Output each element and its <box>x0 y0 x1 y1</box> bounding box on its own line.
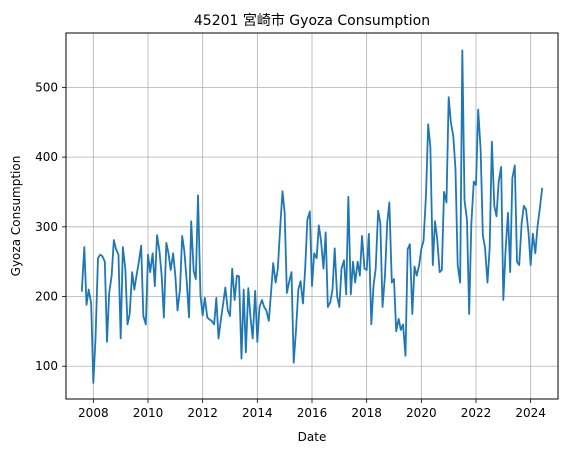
y-tick-label: 500 <box>35 80 58 94</box>
y-tick-label: 100 <box>35 359 58 373</box>
x-tick-label: 2018 <box>351 406 382 420</box>
y-tick-label: 200 <box>35 290 58 304</box>
x-tick-label: 2024 <box>515 406 546 420</box>
x-axis-label: Date <box>298 430 327 444</box>
y-axis-label: Gyoza Consumption <box>9 156 23 277</box>
grid-lines <box>66 33 558 399</box>
chart-title: 45201 宮崎市 Gyoza Consumption <box>194 12 430 29</box>
x-tick-label: 2016 <box>297 406 328 420</box>
y-tick-label: 400 <box>35 150 58 164</box>
series-layer <box>80 49 544 384</box>
x-tick-label: 2012 <box>187 406 218 420</box>
y-axis-ticks: 100 200 300 400 500 <box>35 80 66 373</box>
x-tick-label: 2020 <box>406 406 437 420</box>
x-tick-label: 2008 <box>78 406 109 420</box>
x-tick-label: 2010 <box>133 406 164 420</box>
x-axis-ticks: 2008 2010 2012 2014 2016 2018 2020 2022 2024 <box>78 399 546 420</box>
y-tick-label: 300 <box>35 220 58 234</box>
series-line <box>80 49 544 384</box>
x-tick-label: 2022 <box>461 406 492 420</box>
x-tick-label: 2014 <box>242 406 273 420</box>
